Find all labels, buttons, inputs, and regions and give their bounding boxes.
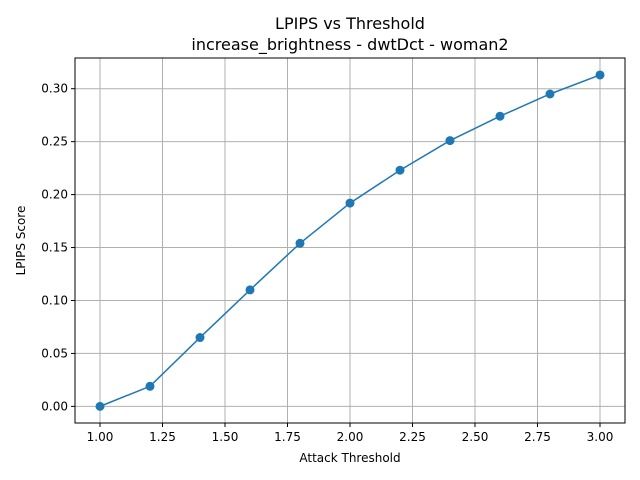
y-tick-label: 0.15 [41, 241, 68, 255]
x-tick-label: 2.50 [462, 430, 489, 444]
data-point [145, 381, 155, 391]
data-point [595, 70, 605, 80]
y-axis-ticks: 0.00 0.05 0.10 0.15 0.20 0.25 0.30 [41, 82, 75, 413]
x-axis-label: Attack Threshold [299, 451, 400, 465]
data-point [445, 136, 455, 146]
x-tick-label: 2.25 [399, 430, 426, 444]
y-tick-label: 0.20 [41, 188, 68, 202]
x-tick-label: 3.00 [587, 430, 614, 444]
x-axis-ticks: 1.00 1.25 1.50 1.75 2.00 2.25 2.50 2.75 3.00 [87, 423, 614, 444]
x-tick-label: 1.25 [149, 430, 176, 444]
chart-title: LPIPS vs Threshold [275, 14, 425, 33]
data-point [345, 198, 355, 208]
data-point [195, 333, 205, 343]
data-points [95, 70, 605, 411]
data-point [95, 401, 105, 411]
data-point [545, 89, 555, 99]
x-tick-label: 2.75 [524, 430, 551, 444]
data-point [245, 285, 255, 295]
data-point [295, 238, 305, 248]
x-tick-label: 2.00 [337, 430, 364, 444]
x-tick-label: 1.00 [87, 430, 114, 444]
data-point [395, 165, 405, 175]
y-tick-label: 0.10 [41, 293, 68, 307]
y-axis-label: LPIPS Score [14, 206, 28, 276]
x-tick-label: 1.50 [212, 430, 239, 444]
y-tick-label: 0.00 [41, 399, 68, 413]
chart-subtitle: increase_brightness - dwtDct - woman2 [191, 35, 508, 55]
x-grid [99, 58, 601, 423]
y-tick-label: 0.30 [41, 82, 68, 96]
x-tick-label: 1.75 [274, 430, 301, 444]
y-grid [75, 88, 625, 407]
y-tick-label: 0.05 [41, 346, 68, 360]
y-tick-label: 0.25 [41, 135, 68, 149]
data-point [495, 111, 505, 121]
